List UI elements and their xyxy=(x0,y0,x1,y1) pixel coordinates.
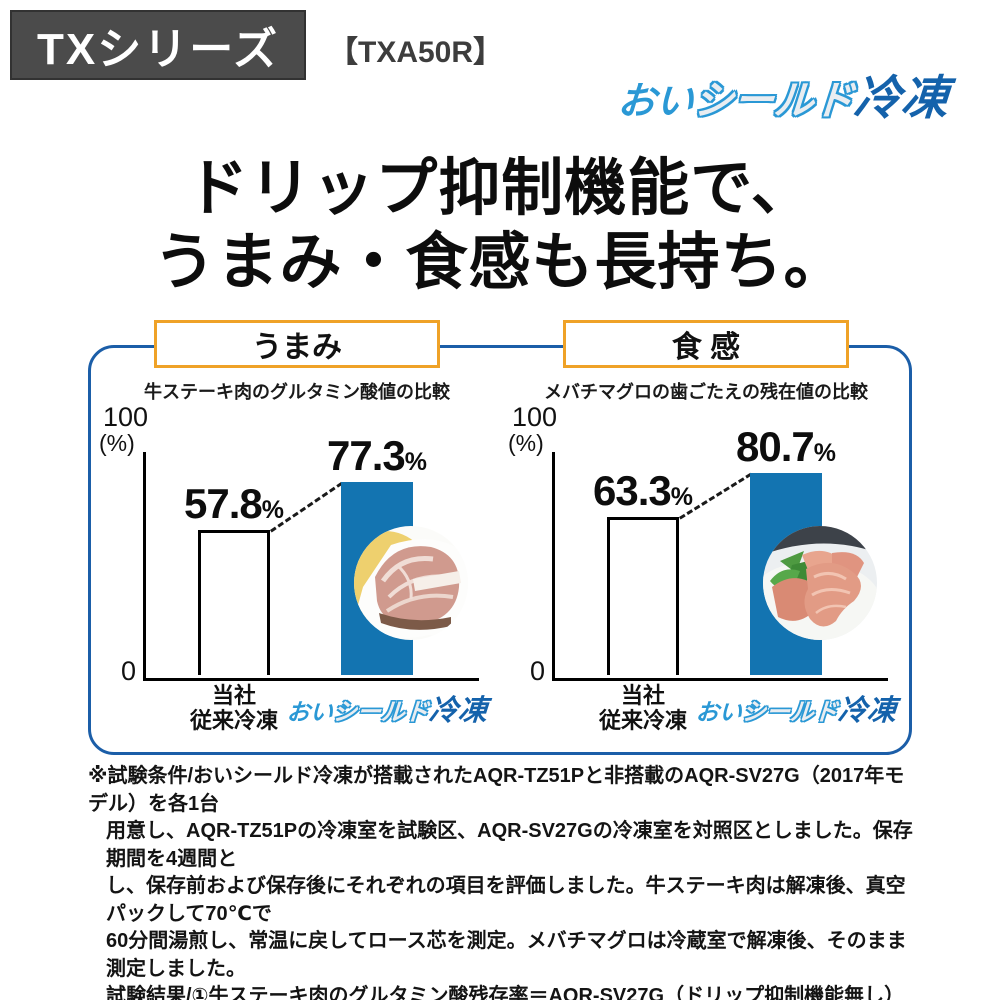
conventional-bar xyxy=(198,530,270,675)
texture-tab-label: 食 感 xyxy=(671,331,741,364)
y-axis-min-label: 0 xyxy=(121,656,137,686)
conventional-category-label: 当社 従来冷凍 xyxy=(598,683,687,733)
series-badge-label: TXシリーズ xyxy=(36,25,280,74)
texture-tab: 食 感 xyxy=(563,320,849,368)
tuna-sashimi-photo xyxy=(762,525,878,641)
texture-chart-panel: 食 感 メバチマグロの歯ごたえの残在値の比較 100 (%) 0 63.3% 8… xyxy=(500,320,912,752)
y-axis-unit-label: (%) xyxy=(508,430,544,456)
oishield-logo-small: おいシールド冷凍 xyxy=(695,695,898,727)
y-axis-max-label: 100 xyxy=(103,402,149,432)
x-axis-line xyxy=(552,678,888,681)
oishield-logo-part2: シールド xyxy=(692,79,856,123)
y-axis-max-label: 100 xyxy=(512,402,558,432)
beef-steak-photo xyxy=(353,525,469,641)
conventional-bar-value: 63.3% xyxy=(593,467,693,514)
texture-chart-subtitle: メバチマグロの歯ごたえの残在値の比較 xyxy=(544,382,868,402)
footnote-line: ※試験条件/おいシールド冷凍が搭載されたAQR-TZ51Pと非搭載のAQR-SV… xyxy=(88,765,905,815)
y-axis-min-label: 0 xyxy=(530,656,546,686)
comparison-panel: うまみ 牛ステーキ肉のグルタミン酸値の比較 100 (%) 0 57.8% 77… xyxy=(88,320,912,755)
footnote-line: し、保存前および保存後にそれぞれの項目を評価しました。牛ステーキ肉は解凍後、真空… xyxy=(106,875,906,925)
y-axis-unit-label: (%) xyxy=(99,430,135,456)
oishield-bar-value: 77.3% xyxy=(327,432,427,479)
oishield-logo-small: おいシールド冷凍 xyxy=(286,695,489,727)
umami-tab: うまみ xyxy=(154,320,440,368)
footnote-line: 試験結果/①牛ステーキ肉のグルタミン酸残存率＝AQR-SV27G（ドリップ抑制機… xyxy=(106,985,905,1000)
series-badge: TXシリーズ xyxy=(10,10,306,80)
y-axis-line xyxy=(143,452,146,680)
footnote-line: 用意し、AQR-TZ51Pの冷凍室を試験区、AQR-SV27Gの冷凍室を対照区と… xyxy=(106,820,913,870)
conventional-bar-value: 57.8% xyxy=(184,480,284,527)
oishield-logo: おいシールド冷凍 xyxy=(616,71,950,124)
conventional-bar xyxy=(607,517,679,675)
page-title-line2: うまみ・食感も長持ち。 xyxy=(153,228,847,297)
umami-chart-subtitle: 牛ステーキ肉のグルタミン酸値の比較 xyxy=(144,382,450,402)
y-axis-line xyxy=(552,452,555,680)
model-number: 【TXA50R】 xyxy=(328,36,504,69)
oishield-bar-value: 80.7% xyxy=(736,423,836,470)
page-title-line1: ドリップ抑制機能で、 xyxy=(186,154,814,223)
x-axis-line xyxy=(143,678,479,681)
umami-chart-panel: うまみ 牛ステーキ肉のグルタミン酸値の比較 100 (%) 0 57.8% 77… xyxy=(91,320,503,752)
conventional-category-label: 当社 従来冷凍 xyxy=(189,683,278,733)
footnote: ※試験条件/おいシールド冷凍が搭載されたAQR-TZ51Pと非搭載のAQR-SV… xyxy=(88,763,922,1000)
oishield-logo-part1: おい xyxy=(616,81,696,123)
umami-tab-label: うまみ xyxy=(252,331,342,364)
footnote-line: 60分間湯煎し、常温に戻してロース芯を測定。メバチマグロは冷蔵室で解凍後、そのま… xyxy=(106,930,907,980)
oishield-logo-part3: 冷凍 xyxy=(852,71,950,124)
page-title: ドリップ抑制機能で、 うまみ・食感も長持ち。 xyxy=(0,152,1000,300)
